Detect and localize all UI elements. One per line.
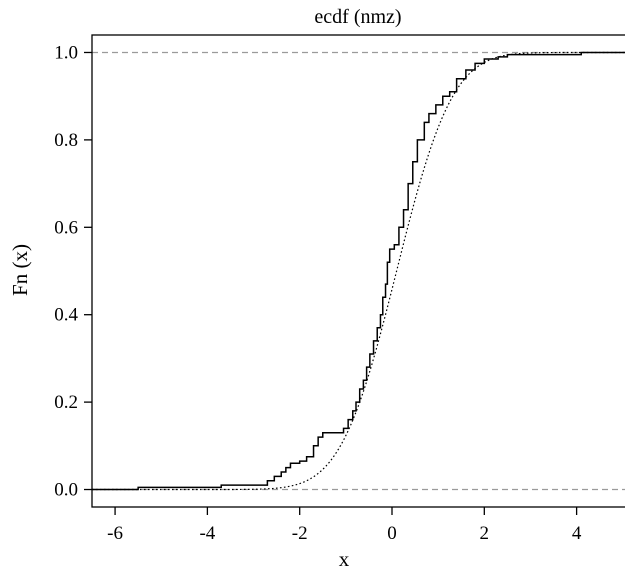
chart-title: ecdf (nmz) xyxy=(314,6,401,28)
y-tick-label: 0.0 xyxy=(54,480,78,501)
y-tick-label: 0.2 xyxy=(54,392,78,413)
normal-cdf-curve xyxy=(92,51,625,491)
x-axis: -6 -4 -2 0 2 4 xyxy=(107,507,582,544)
x-tick-label: 2 xyxy=(480,523,490,544)
x-axis-label: x xyxy=(339,547,350,569)
y-tick-label: 0.4 xyxy=(54,305,78,326)
x-tick-label: 4 xyxy=(572,523,582,544)
x-tick-label: 0 xyxy=(387,523,397,544)
y-tick-label: 0.6 xyxy=(54,217,78,238)
normal-cdf-line xyxy=(92,51,625,491)
ecdf-step-curve xyxy=(92,51,625,491)
y-tick-label: 0.8 xyxy=(54,130,78,151)
plot-frame xyxy=(91,34,625,508)
x-tick-label: -6 xyxy=(107,523,123,544)
ecdf-step-line xyxy=(92,51,625,491)
y-axis-label: Fn (x) xyxy=(8,244,32,296)
x-tick-label: -4 xyxy=(199,523,215,544)
y-axis: 0.0 0.2 0.4 0.6 0.8 1.0 xyxy=(54,42,92,501)
x-tick-label: -2 xyxy=(292,523,308,544)
y-tick-label: 1.0 xyxy=(54,42,78,63)
reference-lines xyxy=(92,51,625,491)
